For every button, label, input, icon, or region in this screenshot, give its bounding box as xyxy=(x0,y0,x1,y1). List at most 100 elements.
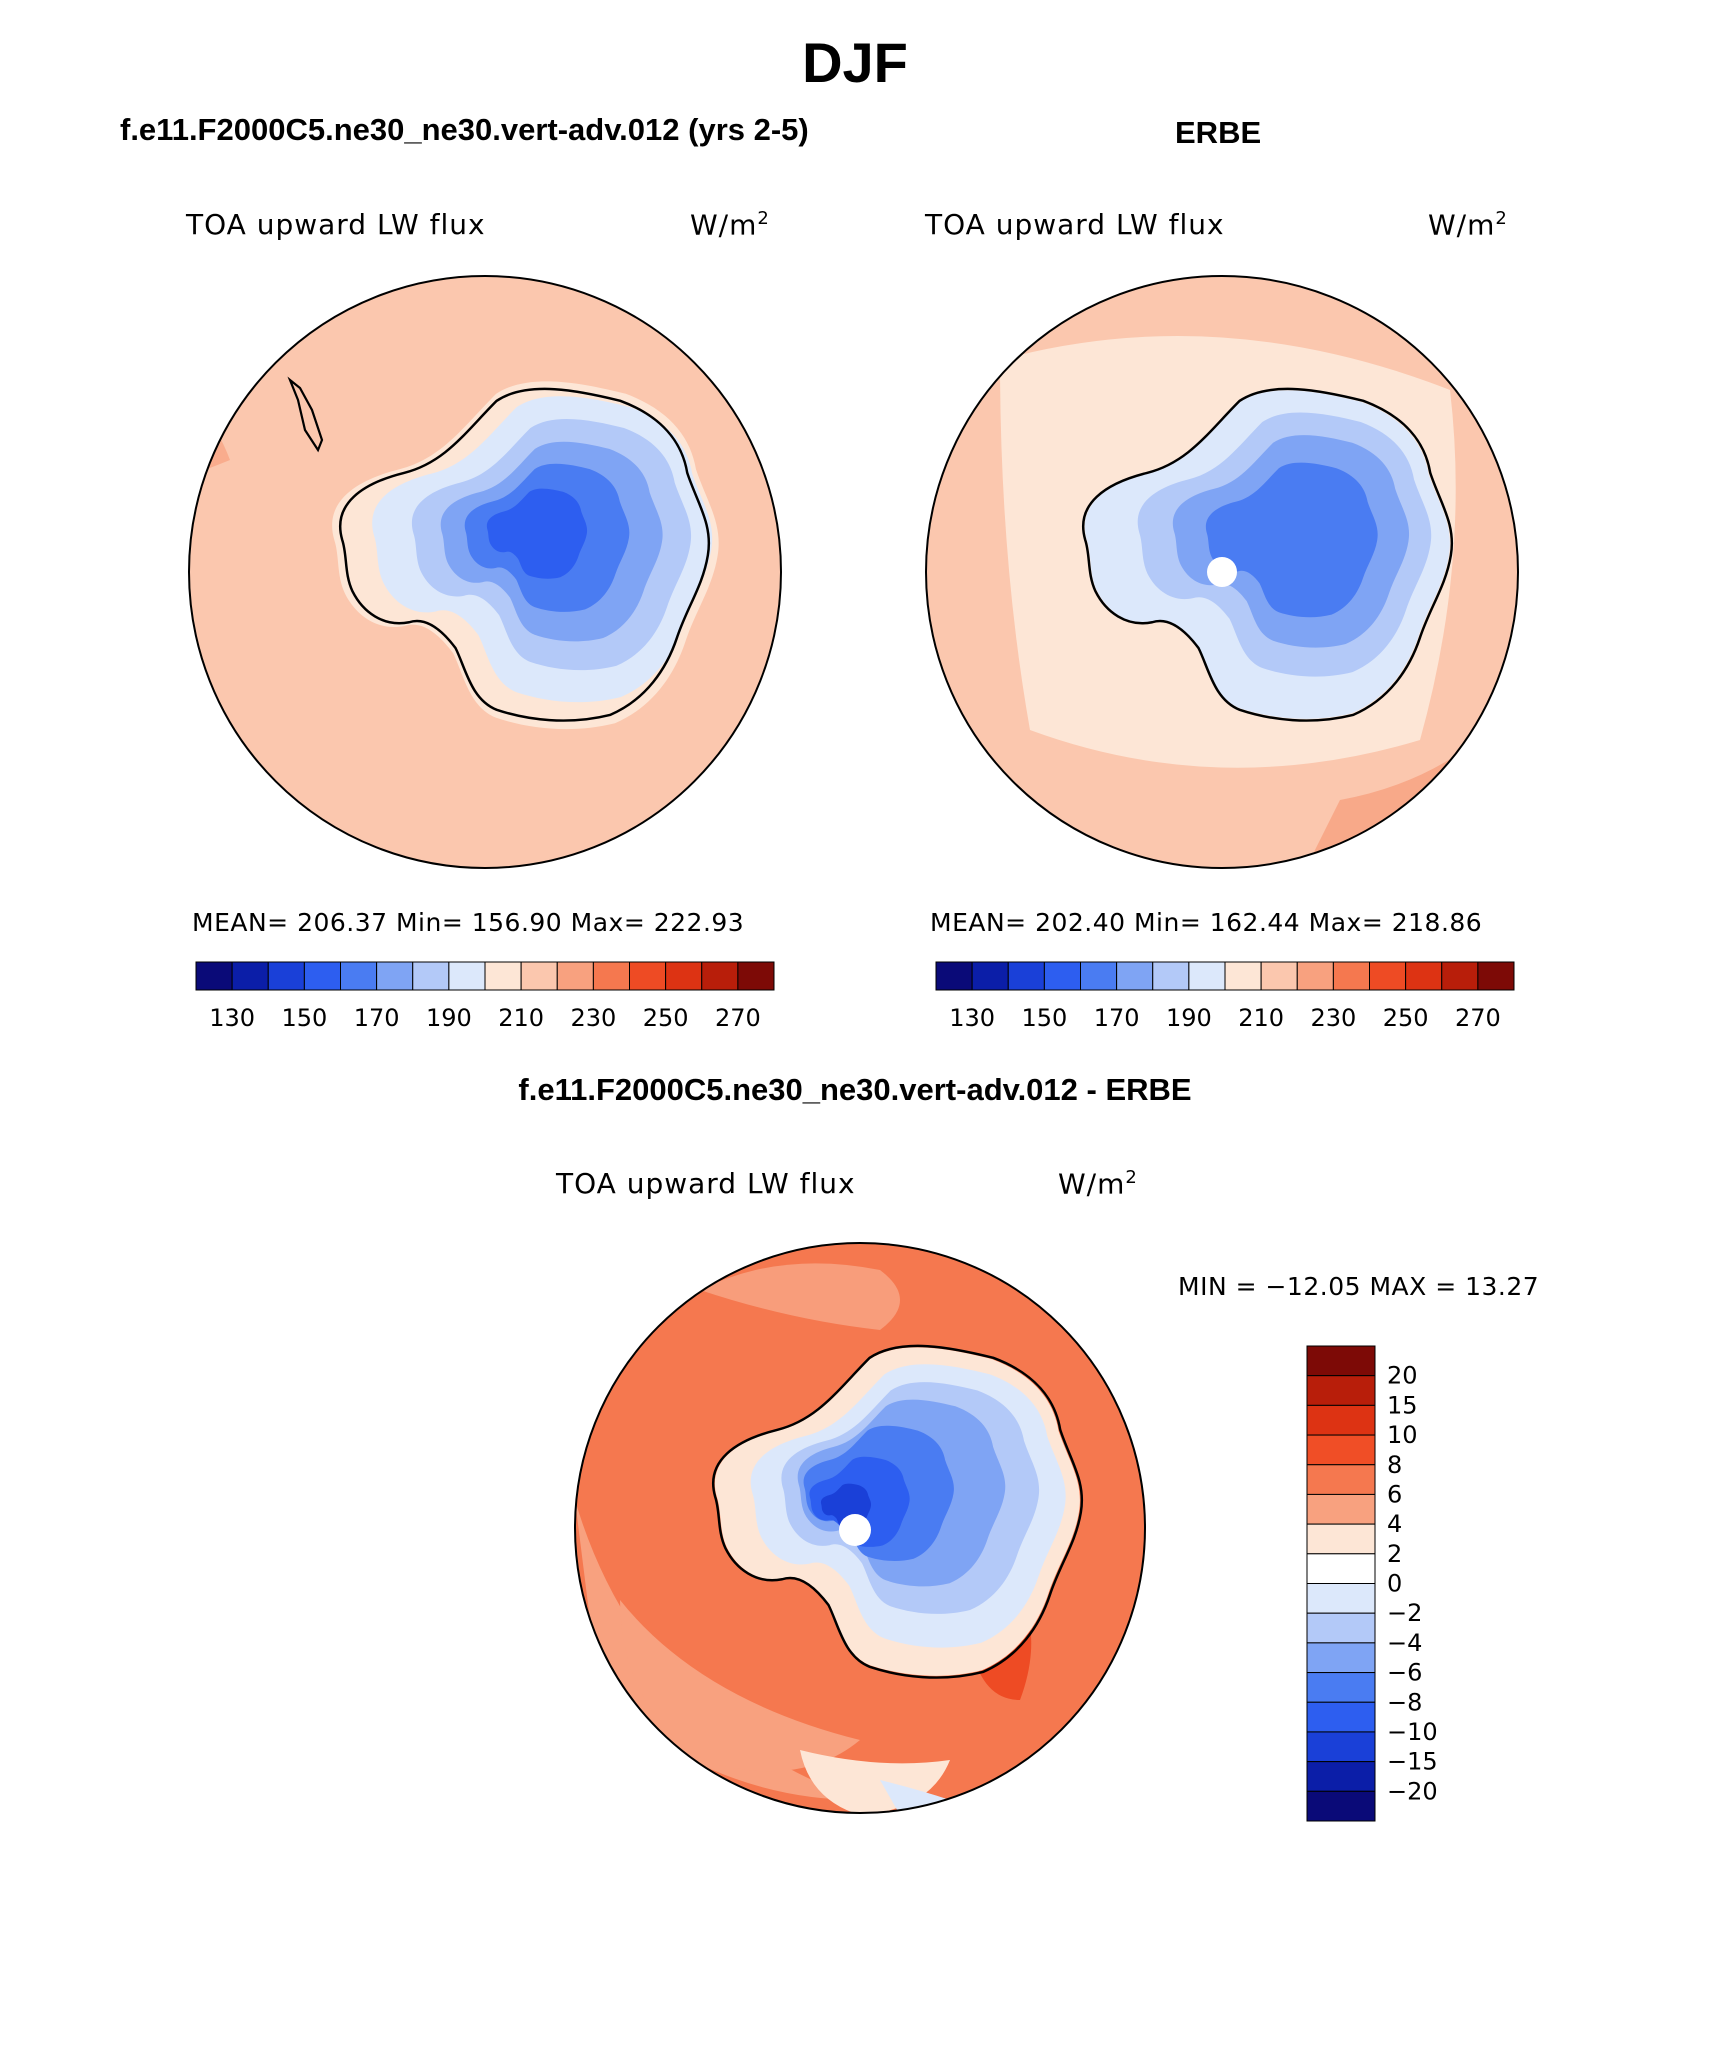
diff-colorbar-tick-label: 10 xyxy=(1387,1421,1418,1449)
diff-colorbar-box xyxy=(1306,1583,1376,1614)
model-colorbar-tick-label: 250 xyxy=(643,1004,689,1032)
model-panel-title: f.e11.F2000C5.ne30_ne30.vert-adv.012 (yr… xyxy=(120,112,809,147)
model-colorbar-tick-label: 270 xyxy=(715,1004,761,1032)
model-units-label: W/m2 xyxy=(690,208,770,242)
diff-colorbar-box xyxy=(1306,1375,1376,1406)
obs-colorbar-box xyxy=(1260,961,1298,991)
model-colorbar-box xyxy=(665,961,703,991)
obs-colorbar-box xyxy=(1116,961,1154,991)
obs-colorbar-tick-label: 210 xyxy=(1238,1004,1284,1032)
model-map xyxy=(188,275,782,869)
model-colorbar-tick-label: 210 xyxy=(498,1004,544,1032)
model-colorbar-box xyxy=(303,961,341,991)
obs-colorbar-tick-label: 270 xyxy=(1455,1004,1501,1032)
model-colorbar-box xyxy=(448,961,486,991)
model-colorbar-box xyxy=(629,961,667,991)
obs-colorbar-box xyxy=(1080,961,1118,991)
diff-colorbar-box xyxy=(1306,1523,1376,1555)
obs-colorbar: 130 150 170 190 210 230 250 270 xyxy=(935,961,1515,1032)
diff-colorbar-box xyxy=(1306,1345,1376,1377)
obs-colorbar-tick-label: 170 xyxy=(1094,1004,1140,1032)
model-colorbar-box xyxy=(231,961,269,991)
diff-colorbar-tick-label: −8 xyxy=(1387,1688,1422,1716)
obs-colorbar-tick-label: 150 xyxy=(1021,1004,1067,1032)
model-colorbar-box xyxy=(592,961,630,991)
model-colorbar-box xyxy=(484,961,522,991)
diff-colorbar-tick-label: −4 xyxy=(1387,1629,1422,1657)
model-colorbar-tick-label: 130 xyxy=(209,1004,255,1032)
diff-colorbar-tick-label: 15 xyxy=(1387,1391,1418,1419)
model-variable-label: TOA upward LW flux xyxy=(186,208,486,241)
obs-map-border xyxy=(925,275,1519,869)
model-colorbar-tick-label: 230 xyxy=(570,1004,616,1032)
diff-colorbar-box xyxy=(1306,1464,1376,1495)
model-colorbar-box xyxy=(520,961,558,991)
model-colorbar-box xyxy=(340,961,378,991)
diff-panel-title: f.e11.F2000C5.ne30_ne30.vert-adv.012 - E… xyxy=(518,1072,1192,1107)
obs-colorbar-box xyxy=(1369,961,1407,991)
obs-colorbar-tick-label: 190 xyxy=(1166,1004,1212,1032)
obs-colorbar-box xyxy=(1043,961,1081,991)
diff-map-border xyxy=(574,1242,1146,1814)
diff-patch-top xyxy=(700,1263,900,1330)
diff-patch-s xyxy=(620,1600,860,1772)
figure-title: DJF xyxy=(802,31,908,94)
obs-colorbar-box xyxy=(1188,961,1226,991)
obs-colorbar-box xyxy=(1441,961,1479,991)
model-colorbar-box xyxy=(267,961,305,991)
model-colorbar: 130 150 170 190 210 230 250 270 xyxy=(195,961,775,1032)
obs-colorbar-box xyxy=(1296,961,1334,991)
obs-colorbar-box xyxy=(1007,961,1045,991)
obs-stats: MEAN= 202.40 Min= 162.44 Max= 218.86 xyxy=(930,908,1483,937)
diff-colorbar-box xyxy=(1306,1701,1376,1733)
diff-colorbar-box xyxy=(1306,1731,1376,1763)
diff-variable-label: TOA upward LW flux xyxy=(556,1167,856,1200)
model-colorbar-tick-label: 170 xyxy=(354,1004,400,1032)
model-stats: MEAN= 206.37 Min= 156.90 Max= 222.93 xyxy=(192,908,745,937)
obs-colorbar-box xyxy=(1224,961,1262,991)
model-colorbar-box xyxy=(737,961,775,991)
obs-pole-hole xyxy=(1207,557,1237,587)
model-colorbar-box xyxy=(556,961,594,991)
diff-colorbar-tick-label: 4 xyxy=(1387,1510,1402,1538)
diff-map xyxy=(574,1242,1146,1814)
diff-colorbar-box xyxy=(1306,1553,1376,1584)
diff-colorbar-box xyxy=(1306,1761,1376,1792)
diff-colorbar-tick-label: 2 xyxy=(1387,1540,1402,1568)
diff-colorbar-tick-label: −15 xyxy=(1387,1748,1438,1776)
model-colorbar-box xyxy=(195,961,233,991)
obs-colorbar-box xyxy=(1152,961,1190,991)
model-colorbar-box xyxy=(376,961,414,991)
diff-pole-hole xyxy=(839,1514,871,1546)
obs-panel-title: ERBE xyxy=(1175,115,1262,150)
diff-colorbar-tick-label: 20 xyxy=(1387,1362,1418,1390)
diff-colorbar-tick-label: 6 xyxy=(1387,1480,1402,1508)
obs-units-label: W/m2 xyxy=(1428,208,1508,242)
obs-colorbar-box xyxy=(935,961,973,991)
obs-colorbar-box xyxy=(1332,961,1370,991)
diff-colorbar-box xyxy=(1306,1404,1376,1436)
diff-colorbar-tick-label: −10 xyxy=(1387,1718,1438,1746)
diff-colorbar-box xyxy=(1306,1672,1376,1703)
model-peninsula xyxy=(287,376,324,453)
obs-colorbar-box xyxy=(1405,961,1443,991)
diff-colorbar-tick-label: −2 xyxy=(1387,1599,1422,1627)
model-colorbar-tick-label: 150 xyxy=(281,1004,327,1032)
model-colorbar-box xyxy=(701,961,739,991)
diff-colorbar-box xyxy=(1306,1612,1376,1644)
diff-stats: MIN = −12.05 MAX = 13.27 xyxy=(1178,1272,1540,1301)
obs-colorbar-box xyxy=(1477,961,1515,991)
diff-colorbar-tick-label: −20 xyxy=(1387,1777,1438,1805)
diff-colorbar-box xyxy=(1306,1790,1376,1822)
diff-colorbar-box xyxy=(1306,1493,1376,1525)
diff-colorbar-box xyxy=(1306,1642,1376,1674)
model-colorbar-box xyxy=(412,961,450,991)
diff-colorbar-tick-label: 8 xyxy=(1387,1451,1402,1479)
obs-colorbar-box xyxy=(971,961,1009,991)
obs-colorbar-tick-label: 230 xyxy=(1310,1004,1356,1032)
obs-map xyxy=(925,275,1519,869)
diff-colorbar-tick-label: 0 xyxy=(1387,1570,1402,1598)
diff-colorbar-box xyxy=(1306,1434,1376,1466)
